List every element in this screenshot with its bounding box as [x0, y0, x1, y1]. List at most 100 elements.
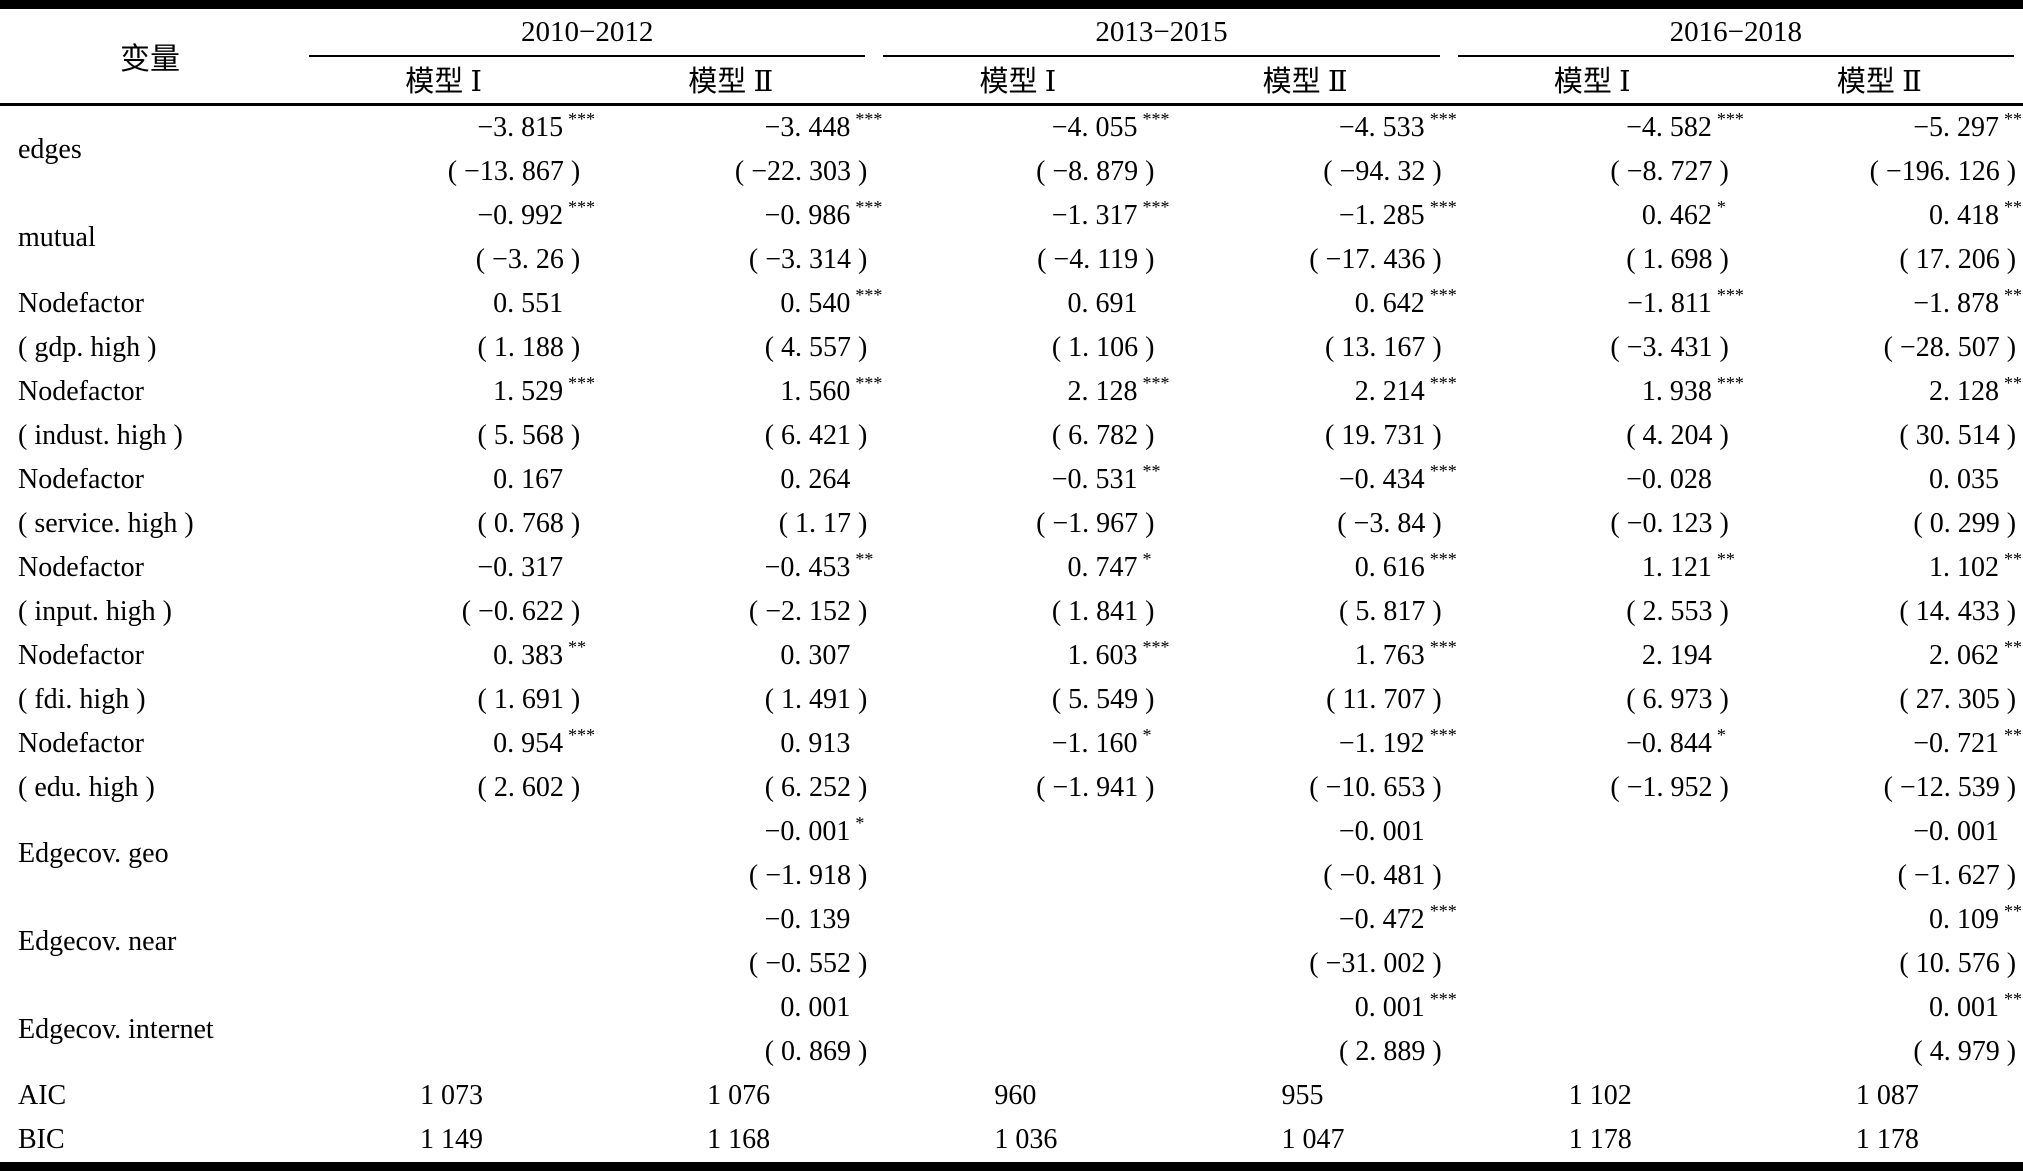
- coefficient-line: −4. 582 ***: [1626, 109, 1744, 143]
- t-statistic: [300, 942, 587, 986]
- coefficient-value: 1. 763: [1354, 640, 1425, 671]
- model-header: 模型 Ⅰ: [979, 66, 1057, 98]
- coefficient-cell: 1. 938 *** ( 4. 204 ): [1449, 370, 1744, 458]
- coefficient-line: −0. 434 ***: [1338, 461, 1457, 495]
- coefficient-line: [300, 810, 587, 854]
- t-statistic: ( 5. 568 ): [477, 420, 581, 451]
- coefficient-cell: −5. 297*** ( −196. 126 ): [1736, 106, 2023, 194]
- coefficient-cell: [300, 810, 587, 898]
- coefficient-cell: −3. 815 *** ( −13. 867 ): [300, 106, 595, 194]
- coefficient-line: [874, 986, 1161, 1030]
- variable-label-line: ( service. high ): [18, 508, 194, 539]
- t-statistic: ( −1. 627 ): [1897, 860, 2017, 891]
- top-rule: [0, 0, 2023, 9]
- coefficient-cell: 0. 035 ( 0. 299 ): [1736, 458, 2023, 546]
- coefficient-value: 0. 109: [1929, 904, 2000, 935]
- coefficient-cell: 1. 763 *** ( 11. 707 ): [1162, 634, 1457, 722]
- coefficient-cell: [1449, 898, 1736, 986]
- coefficient-line: 0. 551: [300, 282, 587, 326]
- coefficient-line: 0. 642 ***: [1354, 285, 1457, 319]
- period-headers: 2010−2012 模型 Ⅰ 模型 Ⅱ 2013−2015 模型 Ⅰ: [300, 9, 2023, 103]
- coefficient-line: −0. 844 *: [1626, 725, 1726, 759]
- coefficient-cell: 0. 383 ** ( 1. 691 ): [300, 634, 587, 722]
- fit-statistic-value: 960: [994, 1080, 1037, 1111]
- coefficient-value: 0. 001: [1929, 992, 2000, 1023]
- t-statistic: ( −1. 918 ): [748, 860, 868, 891]
- coefficient-value: 0. 383: [493, 640, 564, 671]
- coefficient-value: −4. 055: [1051, 112, 1138, 143]
- t-statistic: ( 0. 869 ): [764, 1036, 868, 1067]
- t-statistic: ( −1. 967 ): [1036, 508, 1155, 539]
- fit-statistic-value: 1 047: [1281, 1124, 1345, 1155]
- coefficient-value: 1. 102: [1929, 552, 2000, 583]
- coefficient-cell: 2. 128 *** ( 6. 782 ): [874, 370, 1170, 458]
- t-statistic: ( 0. 299 ): [1913, 508, 2017, 539]
- coefficient-cell: 0. 616 *** ( 5. 817 ): [1162, 546, 1457, 634]
- t-statistic: [1449, 854, 1736, 898]
- coefficient-value: −0. 139: [764, 904, 851, 935]
- variable-row: Nodefactor ( service. high ) 0. 167 ( 0.…: [0, 458, 2023, 546]
- t-statistic: ( 17. 206 ): [1899, 244, 2017, 275]
- t-statistic: [300, 1030, 587, 1074]
- t-statistic: ( −0. 481 ): [1323, 860, 1442, 891]
- coefficient-line: 0. 307: [587, 634, 874, 678]
- t-statistic: ( −0. 552 ): [748, 948, 868, 979]
- period-group-header: 2010−2012 模型 Ⅰ 模型 Ⅱ: [300, 9, 874, 103]
- variable-row: Nodefactor ( fdi. high ) 0. 383 ** ( 1. 6…: [0, 634, 2023, 722]
- coefficient-value: −0. 531: [1051, 464, 1138, 495]
- coefficient-cell: 0. 913 ( 6. 252 ): [587, 722, 874, 810]
- coefficient-line: 1. 121 **: [1641, 549, 1735, 583]
- fit-statistic-value: 1 076: [707, 1080, 771, 1111]
- t-statistic: [874, 854, 1161, 898]
- variable-label-cell: Edgecov. internet: [0, 986, 300, 1074]
- coefficient-line: 0. 691: [874, 282, 1161, 326]
- table-body: edges −3. 815 *** ( −13. 867 ) −3. 448 ***…: [0, 106, 2023, 1162]
- coefficient-line: −4. 533 ***: [1338, 109, 1457, 143]
- coefficient-line: 0. 035: [1736, 458, 2023, 502]
- t-statistic: ( −10. 653 ): [1309, 772, 1442, 803]
- coefficient-line: −0. 001: [1162, 810, 1449, 854]
- coefficient-cell: 0. 954 *** ( 2. 602 ): [300, 722, 596, 810]
- coefficient-value: −0. 028: [1626, 464, 1712, 495]
- t-statistic: ( 1. 106 ): [1051, 332, 1155, 363]
- coefficient-value: 0. 747: [1067, 552, 1138, 583]
- t-statistic: ( −8. 727 ): [1610, 156, 1729, 187]
- variable-label-cell: edges: [0, 106, 300, 194]
- coefficient-cell: −0. 992 *** ( −3. 26 ): [300, 194, 595, 282]
- coefficient-value: 1. 603: [1067, 640, 1138, 671]
- fit-statistic-label: AIC: [18, 1080, 67, 1111]
- coefficient-cell: −1. 317 *** ( −4. 119 ): [874, 194, 1170, 282]
- coefficient-cell: 0. 001 *** ( 2. 889 ): [1162, 986, 1457, 1074]
- t-statistic: [300, 854, 587, 898]
- table-header: 变量 2010−2012 模型 Ⅰ 模型 Ⅱ 2013−2015: [0, 9, 2023, 103]
- t-statistic: ( −94. 32 ): [1323, 156, 1442, 187]
- coefficient-cell: −4. 055 *** ( −8. 879 ): [874, 106, 1169, 194]
- coefficient-cell: [300, 986, 587, 1074]
- coefficient-cell: −0. 434 *** ( −3. 84 ): [1162, 458, 1457, 546]
- coefficient-value: −3. 448: [764, 112, 851, 143]
- coefficient-value: −5. 297: [1913, 112, 2000, 143]
- coefficient-cell: −0. 472 *** ( −31. 002 ): [1162, 898, 1456, 986]
- t-statistic: ( −3. 431 ): [1610, 332, 1729, 363]
- coefficient-line: −1. 317 ***: [1051, 197, 1170, 231]
- t-statistic: ( 1. 188 ): [477, 332, 581, 363]
- variable-label-cell: mutual: [0, 194, 300, 282]
- coefficient-line: −0. 001 *: [764, 813, 865, 847]
- coefficient-line: 2. 194: [1449, 634, 1736, 678]
- coefficient-cell: 0. 691 ( 1. 106 ): [874, 282, 1161, 370]
- coefficient-line: −0. 721***: [1913, 725, 2023, 759]
- t-statistic: ( −2. 152 ): [748, 596, 868, 627]
- t-statistic: ( 6. 782 ): [1051, 420, 1155, 451]
- coefficient-value: 0. 691: [1067, 288, 1138, 319]
- coefficient-cell: −0. 721*** ( −12. 539 ): [1736, 722, 2023, 810]
- coefficient-value: 0. 167: [493, 464, 564, 495]
- variable-label-cell: Nodefactor ( input. high ): [0, 546, 300, 634]
- coefficient-value: −1. 878: [1913, 288, 2000, 319]
- t-statistic: ( 0. 768 ): [477, 508, 581, 539]
- variable-label-line: ( gdp. high ): [18, 332, 157, 363]
- coefficient-value: −4. 582: [1626, 112, 1712, 143]
- t-statistic: ( −28. 507 ): [1883, 332, 2017, 363]
- fit-statistic-value: 1 168: [707, 1124, 771, 1155]
- coefficient-cell: 2. 128*** ( 30. 514 ): [1736, 370, 2023, 458]
- model-header: 模型 Ⅰ: [405, 66, 482, 98]
